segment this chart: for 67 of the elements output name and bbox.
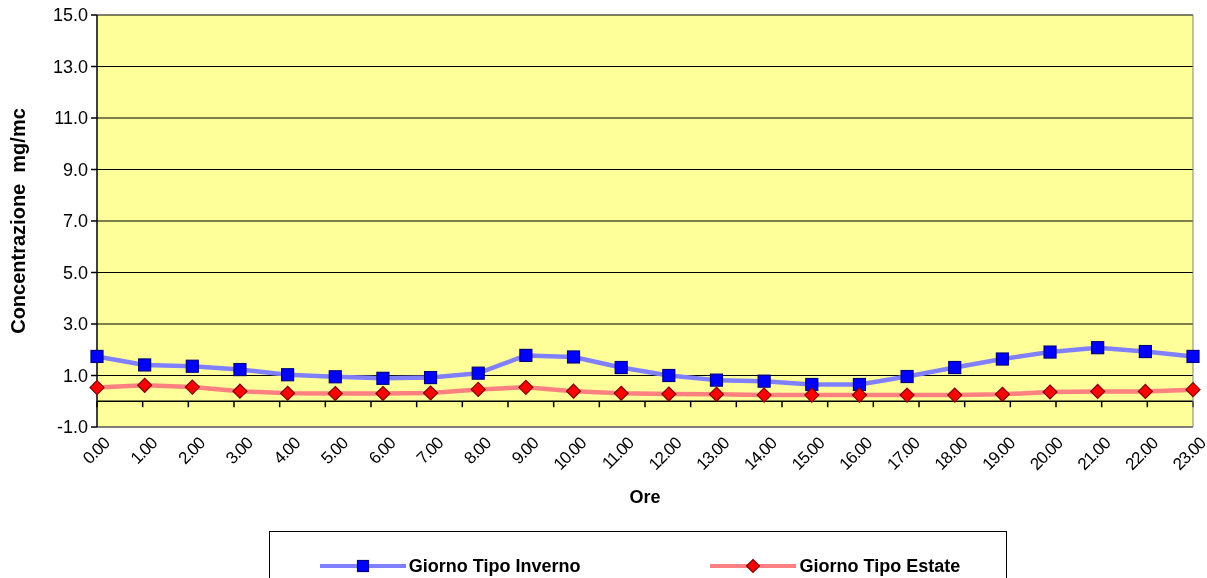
point: [138, 358, 152, 372]
point: [281, 368, 295, 382]
point: [471, 366, 485, 380]
x-tick-label: 9.00: [508, 433, 543, 468]
point: [948, 360, 962, 375]
legend-label: Giorno Tipo Inverno: [408, 555, 581, 576]
point: [423, 370, 438, 385]
point: [89, 380, 105, 396]
x-tick-label: 4.00: [269, 433, 305, 468]
point: [519, 348, 533, 363]
point: [709, 373, 724, 387]
point: [1186, 349, 1200, 364]
point: [375, 385, 391, 402]
x-tick-label: 5.00: [317, 433, 352, 468]
point: [137, 377, 153, 393]
point: [1091, 341, 1105, 355]
point: [994, 386, 1010, 402]
x-tick-label: 7.00: [412, 433, 448, 468]
point: [947, 387, 963, 403]
y-tick-label: 3.0: [62, 314, 88, 335]
x-tick-label: 3.00: [222, 433, 257, 468]
legend-label: Giorno Tipo Estate: [799, 555, 961, 576]
point: [757, 374, 771, 388]
point: [280, 385, 296, 401]
y-tick-label: 5.0: [62, 262, 88, 283]
y-tick-label: 1.0: [62, 365, 88, 386]
point: [995, 352, 1009, 366]
x-tick-label: 8.00: [460, 433, 495, 468]
point: [1042, 384, 1058, 400]
point: [661, 386, 677, 402]
point: [708, 386, 725, 402]
point: [613, 385, 629, 401]
y-tick-label: 15.0: [52, 5, 88, 26]
point: [566, 350, 581, 364]
point: [565, 383, 582, 399]
point: [804, 387, 820, 403]
point: [184, 379, 200, 395]
point: [232, 383, 248, 399]
point: [899, 387, 915, 403]
y-tick-label: 13.0: [52, 56, 88, 77]
point: [422, 385, 439, 401]
y-tick-label: 9.0: [62, 159, 88, 180]
point: [1185, 382, 1201, 398]
point: [851, 387, 868, 403]
point: [1137, 383, 1153, 400]
point: [327, 385, 343, 402]
point: [1043, 345, 1057, 359]
point: [662, 368, 676, 383]
point: [1090, 383, 1106, 400]
y-axis-title: Concentrazione mg/mc: [7, 108, 29, 334]
point: [1138, 344, 1152, 359]
x-tick-label: 6.00: [365, 433, 400, 468]
x-tick-label: 2.00: [174, 433, 209, 468]
point: [614, 360, 628, 375]
x-tick-label: 1.00: [126, 433, 162, 468]
point: [90, 349, 104, 364]
point: [900, 369, 914, 384]
point: [328, 370, 342, 384]
y-tick-label: 7.0: [62, 211, 88, 232]
x-axis-title: Ore: [629, 487, 661, 507]
point: [756, 387, 772, 403]
point: [185, 359, 199, 373]
point: [518, 379, 534, 395]
point: [233, 362, 247, 377]
y-tick-label: 11.0: [54, 108, 88, 129]
point: [376, 371, 390, 385]
point: [470, 381, 486, 397]
